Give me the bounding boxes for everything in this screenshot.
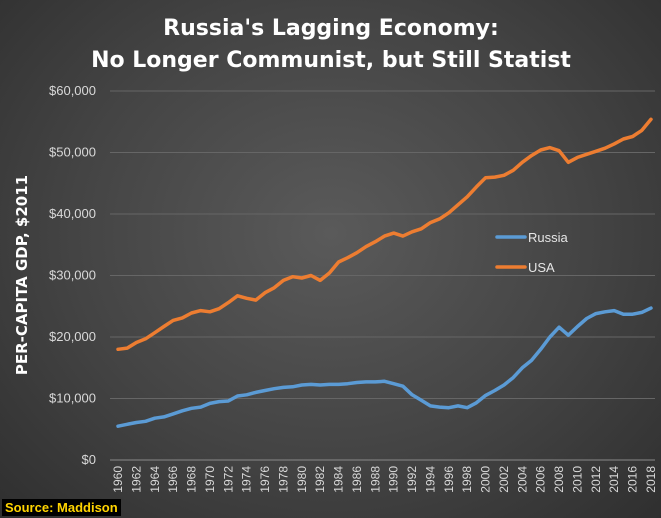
source-note: Source: Maddison xyxy=(2,499,121,516)
x-tick-label: 1996 xyxy=(442,466,456,493)
x-tick-label: 1988 xyxy=(368,466,382,493)
x-tick-label: 1966 xyxy=(166,466,180,493)
x-tick-label: 1968 xyxy=(185,466,199,493)
x-tick-label: 2008 xyxy=(552,466,566,493)
y-axis: $0 $10,000 $20,000 $30,000 $40,000 $50,000 $60… xyxy=(49,83,96,467)
x-tick-label: 2018 xyxy=(644,466,658,493)
y-tick-label: $30,000 xyxy=(49,268,96,283)
y-tick-label: $60,000 xyxy=(49,83,96,98)
legend: Russia USA xyxy=(495,230,569,275)
series-line-usa xyxy=(116,117,653,352)
gridlines xyxy=(110,90,655,461)
x-tick-label: 1990 xyxy=(387,466,401,493)
x-tick-label: 1984 xyxy=(332,466,346,493)
x-tick-label: 1962 xyxy=(129,466,143,493)
y-tick-label: $0 xyxy=(82,452,96,467)
x-tick-label: 2012 xyxy=(589,466,603,493)
x-tick-label: 2014 xyxy=(607,466,621,493)
series-lines xyxy=(116,117,653,428)
x-tick-label: 1982 xyxy=(313,466,327,493)
legend-label-russia: Russia xyxy=(528,230,569,245)
y-axis-label: PER-CAPITA GDP, $2011 xyxy=(13,175,31,375)
y-tick-label: $20,000 xyxy=(49,329,96,344)
chart-title: Russia's Lagging Economy: No Longer Comm… xyxy=(91,16,571,73)
x-tick-label: 1998 xyxy=(460,466,474,493)
x-tick-label: 1974 xyxy=(240,466,254,493)
x-tick-label: 1976 xyxy=(258,466,272,493)
chart-title-line-2: No Longer Communist, but Still Statist xyxy=(91,48,571,73)
x-tick-label: 1994 xyxy=(423,466,437,493)
x-tick-label: 1964 xyxy=(148,466,162,493)
x-tick-label: 1970 xyxy=(203,466,217,493)
x-tick-label: 1992 xyxy=(405,466,419,493)
y-tick-label: $50,000 xyxy=(49,145,96,160)
x-tick-label: 1960 xyxy=(111,466,125,493)
y-tick-label: $10,000 xyxy=(49,391,96,406)
y-tick-label: $40,000 xyxy=(49,206,96,221)
x-tick-label: 1980 xyxy=(295,466,309,493)
x-tick-label: 1978 xyxy=(276,466,290,493)
x-axis: 1960 1962 1964 1966 1968 1970 1972 1974 1976 1978… xyxy=(111,466,658,493)
chart-title-line-1: Russia's Lagging Economy: xyxy=(163,16,499,41)
series-line-russia xyxy=(116,306,653,428)
x-tick-label: 2002 xyxy=(497,466,511,493)
x-tick-label: 1972 xyxy=(221,466,235,493)
x-tick-label: 2006 xyxy=(534,466,548,493)
legend-label-usa: USA xyxy=(528,260,555,275)
x-tick-label: 2016 xyxy=(626,466,640,493)
x-tick-label: 2004 xyxy=(515,466,529,493)
x-tick-label: 2000 xyxy=(479,466,493,493)
x-tick-label: 2010 xyxy=(570,466,584,493)
x-tick-label: 1986 xyxy=(350,466,364,493)
